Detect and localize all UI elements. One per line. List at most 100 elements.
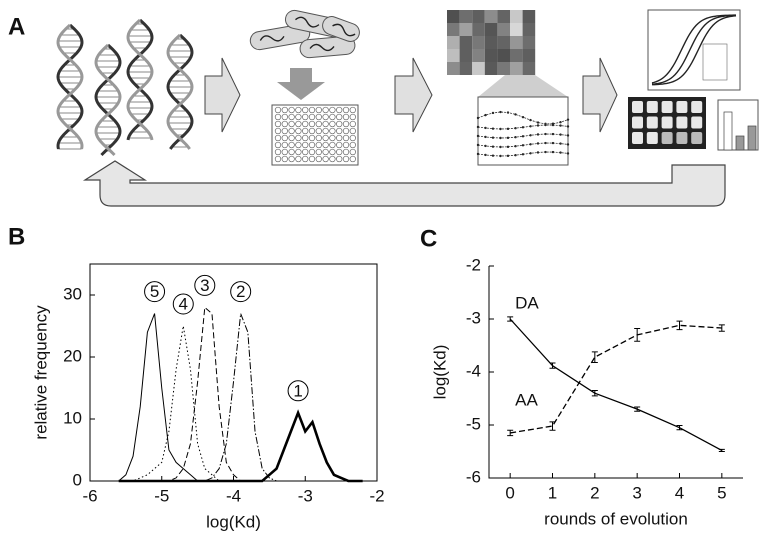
gel-well [676, 132, 687, 144]
y-tick-label: -2 [466, 255, 481, 274]
well [302, 107, 308, 113]
heat-cell [460, 23, 473, 36]
well [302, 156, 308, 162]
heatmap [447, 10, 535, 75]
heat-cell [472, 36, 485, 49]
well-plate [272, 105, 358, 165]
x-tick-label: 4 [675, 483, 684, 502]
gel-well [676, 101, 687, 113]
heat-cell [510, 23, 523, 36]
inset-bar [736, 136, 744, 150]
well [323, 156, 329, 162]
well [309, 114, 315, 120]
well [336, 107, 342, 113]
well [336, 135, 342, 141]
gel-well [647, 132, 658, 144]
series-label: 5 [150, 282, 159, 301]
y-tick-label: -3 [466, 308, 481, 327]
well [275, 107, 281, 113]
well [296, 149, 302, 155]
well [289, 114, 295, 120]
gel-well [691, 117, 702, 129]
well [296, 128, 302, 134]
well [336, 149, 342, 155]
mini-plot [477, 97, 569, 165]
well [309, 121, 315, 127]
well [275, 135, 281, 141]
heat-cell [523, 23, 536, 36]
well [350, 114, 356, 120]
heat-cell [485, 23, 498, 36]
down-arrow [277, 68, 325, 100]
heat-cell [472, 62, 485, 75]
well [282, 135, 288, 141]
well [309, 156, 315, 162]
well [330, 156, 336, 162]
heat-cell [510, 49, 523, 62]
well [323, 135, 329, 141]
well [282, 142, 288, 148]
x-tick-label: -6 [82, 486, 97, 505]
well [316, 149, 322, 155]
gel-well [662, 117, 673, 129]
feedback-arrow [85, 161, 725, 206]
well [275, 142, 281, 148]
gel-well [662, 132, 673, 144]
well [350, 149, 356, 155]
well [316, 135, 322, 141]
mini-point [567, 125, 569, 127]
well [330, 121, 336, 127]
heat-cell [523, 10, 536, 23]
well [330, 149, 336, 155]
x-tick-label: 1 [548, 483, 557, 502]
distribution-line [119, 413, 363, 481]
well [296, 135, 302, 141]
heat-cell [497, 49, 510, 62]
well [336, 142, 342, 148]
inset-legend [703, 44, 727, 80]
well [350, 156, 356, 162]
inset-bar [748, 126, 756, 150]
well [309, 142, 315, 148]
x-tick-label: -3 [298, 486, 313, 505]
dna-helix [58, 20, 192, 155]
heat-cell [472, 10, 485, 23]
well [289, 107, 295, 113]
well [343, 128, 349, 134]
series-label: AA [515, 391, 538, 410]
well [316, 114, 322, 120]
bar-inset [718, 100, 758, 150]
heat-cell [447, 49, 460, 62]
well [289, 142, 295, 148]
well [309, 135, 315, 141]
heat-cell [460, 49, 473, 62]
well [343, 121, 349, 127]
well [323, 107, 329, 113]
x-tick-label: 2 [590, 483, 599, 502]
well [302, 121, 308, 127]
well [282, 156, 288, 162]
y-tick-label: -6 [466, 467, 481, 486]
y-tick-label: -4 [466, 361, 481, 380]
gel-well [691, 132, 702, 144]
well [289, 128, 295, 134]
page: A B-6-5-4-3-20102030log(Kd)relative freq… [0, 0, 762, 535]
x-tick-label: -4 [226, 486, 241, 505]
well [323, 149, 329, 155]
x-axis-label: log(Kd) [206, 512, 261, 531]
well [343, 156, 349, 162]
heat-cell [472, 49, 485, 62]
y-tick-label: 30 [63, 284, 82, 303]
heat-cell [460, 62, 473, 75]
well [343, 149, 349, 155]
well [323, 114, 329, 120]
well [275, 128, 281, 134]
well [330, 128, 336, 134]
well [275, 156, 281, 162]
y-axis-label: log(Kd) [430, 345, 449, 400]
well [282, 128, 288, 134]
binding-curve [648, 10, 740, 90]
well [323, 142, 329, 148]
